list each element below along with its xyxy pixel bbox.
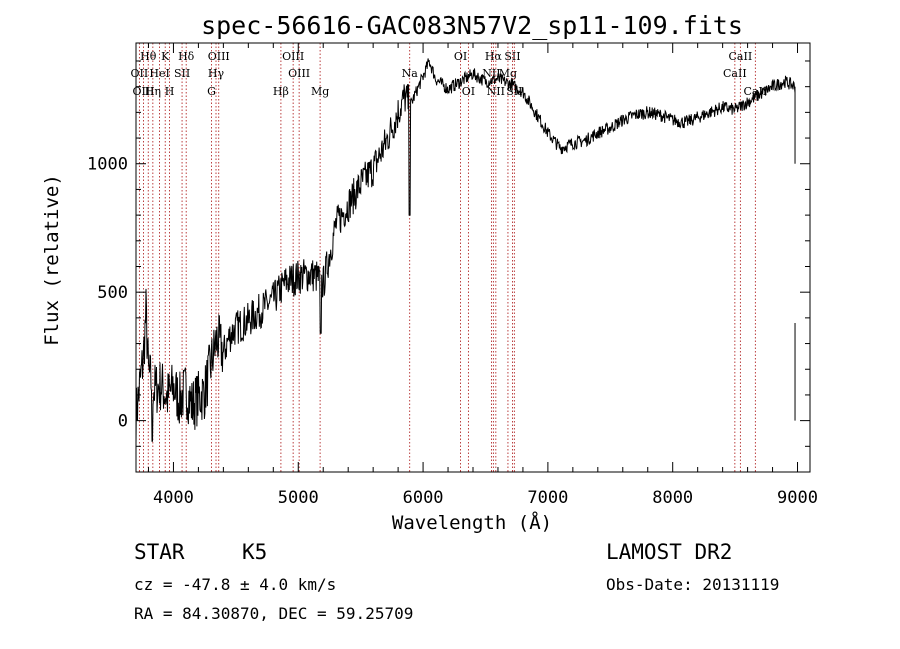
object-class: STAR bbox=[134, 540, 185, 564]
spectral-line-label: CaII bbox=[723, 67, 747, 80]
spectral-line-label: NII bbox=[482, 67, 500, 80]
spectral-line-label: OIII bbox=[288, 67, 310, 80]
spectral-line-label: Mg bbox=[311, 85, 329, 98]
survey-name: LAMOST DR2 bbox=[606, 540, 733, 564]
spectral-line-label: Hθ bbox=[140, 50, 157, 63]
spectral-line-label: H bbox=[165, 85, 175, 98]
x-tick-label: 5000 bbox=[278, 488, 319, 508]
spectral-line-label: OI bbox=[462, 85, 475, 98]
axis-ticks: 4000 5000 6000 7000 8000 9000 0 500 1000 bbox=[87, 43, 818, 508]
spectrum-line bbox=[135, 58, 796, 444]
plot-frame bbox=[135, 42, 811, 473]
spectral-line-label: OIII bbox=[132, 85, 154, 98]
spectral-line-markers: Hθ OII OIII K HeI Hη Hδ SII H OIII Hγ G OIII OIII Hβ Mg… bbox=[131, 43, 767, 472]
x-tick-label: 9000 bbox=[777, 488, 818, 508]
spectral-line-label: Hα bbox=[485, 50, 503, 63]
x-axis-label: Wavelength (Å) bbox=[392, 511, 552, 534]
spectral-line-label: HeI bbox=[149, 67, 169, 80]
sky-coordinates: RA = 84.30870, DEC = 59.25709 bbox=[134, 604, 414, 623]
spectral-line-label: Hη bbox=[145, 85, 161, 98]
spectral-line-label: NII bbox=[487, 85, 505, 98]
observation-date: Obs-Date: 20131119 bbox=[606, 575, 780, 594]
spectral-line-label: SII bbox=[174, 67, 190, 80]
spectral-line-label: Hδ bbox=[178, 50, 195, 63]
spectrum-trace bbox=[135, 58, 796, 444]
x-tick-label: 8000 bbox=[652, 488, 693, 508]
spectral-line-label: Na bbox=[402, 67, 419, 80]
redshift-velocity: cz = -47.8 ± 4.0 km/s bbox=[134, 575, 337, 594]
x-tick-label: 7000 bbox=[527, 488, 568, 508]
spectral-line-label: CaII bbox=[729, 50, 753, 63]
spectral-line-label: K bbox=[161, 50, 170, 63]
spectral-line-label: OII bbox=[131, 67, 149, 80]
spectral-line-label: OI bbox=[454, 50, 467, 63]
spectral-line-label: OIII bbox=[282, 50, 304, 63]
spectral-line-label: Hβ bbox=[273, 85, 289, 98]
x-tick-label: 6000 bbox=[403, 488, 444, 508]
y-tick-label: 1000 bbox=[87, 155, 128, 175]
y-axis-label: Flux (relative) bbox=[41, 174, 63, 346]
spectral-line-label: Hγ bbox=[208, 67, 225, 80]
y-tick-label: 0 bbox=[118, 412, 128, 432]
spectral-line-label: SII bbox=[504, 50, 520, 63]
object-subclass: K5 bbox=[242, 540, 268, 564]
spectral-line-label: Mg bbox=[499, 67, 517, 80]
spectral-line-label: OIII bbox=[208, 50, 230, 63]
spectral-line-label: G bbox=[207, 85, 216, 98]
y-tick-label: 500 bbox=[97, 283, 128, 303]
chart-title: spec-56616-GAC083N57V2_sp11-109.fits bbox=[201, 11, 743, 40]
x-tick-label: 4000 bbox=[153, 488, 194, 508]
